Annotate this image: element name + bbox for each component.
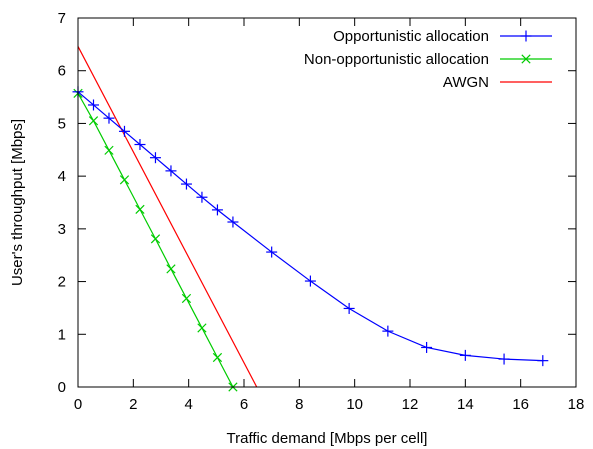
cross-marker [212,352,223,363]
cross-marker [166,264,176,274]
cross-marker [135,204,145,214]
cross-marker [197,323,207,333]
y-tick-label: 5 [58,115,66,132]
legend-item: Opportunistic allocation [333,28,552,45]
y-tick-label: 6 [58,63,66,80]
y-axis-label: User's throughput [Mbps] [9,119,26,286]
x-tick-label: 4 [184,396,192,413]
cross-marker [104,145,114,155]
cross-marker [119,175,130,185]
x-tick-label: 18 [568,396,585,413]
plot-frame [77,17,577,388]
y-tick-label: 0 [58,379,66,396]
series-line [77,46,258,388]
x-tick-label: 10 [346,396,363,413]
x-tick-label: 14 [457,396,474,413]
x-tick-label: 2 [129,396,137,413]
x-tick-label: 16 [512,396,529,413]
legend-label: AWGN [443,74,489,91]
y-tick-label: 7 [58,10,66,27]
legend-label: Non-opportunistic allocation [304,51,489,68]
legend-item: Non-opportunistic allocation [304,51,552,68]
x-tick-label: 0 [74,396,82,413]
series-awgn [77,46,258,388]
legend: Opportunistic allocation Non-opportunisti… [304,28,552,91]
legend-item: AWGN [443,74,552,91]
y-tick-label: 2 [58,274,66,291]
series-opportunistic-allocation [72,86,549,367]
x-tick-label: 8 [295,396,303,413]
x-tick-label: 6 [240,396,248,413]
cross-marker [150,234,161,244]
series-layer [72,46,549,392]
series-line [77,93,234,388]
y-tick-label: 4 [58,168,66,185]
cross-marker [521,54,531,64]
x-tick-label: 12 [402,396,419,413]
cross-marker [88,116,99,126]
cross-marker [181,293,192,304]
legend-label: Opportunistic allocation [333,28,489,45]
y-tick-label: 3 [58,221,66,238]
series-line [77,91,543,362]
y-tick-label: 1 [58,326,66,343]
series-non-opportunistic-allocation [73,88,238,392]
x-axis-label: Traffic demand [Mbps per cell] [227,430,428,447]
